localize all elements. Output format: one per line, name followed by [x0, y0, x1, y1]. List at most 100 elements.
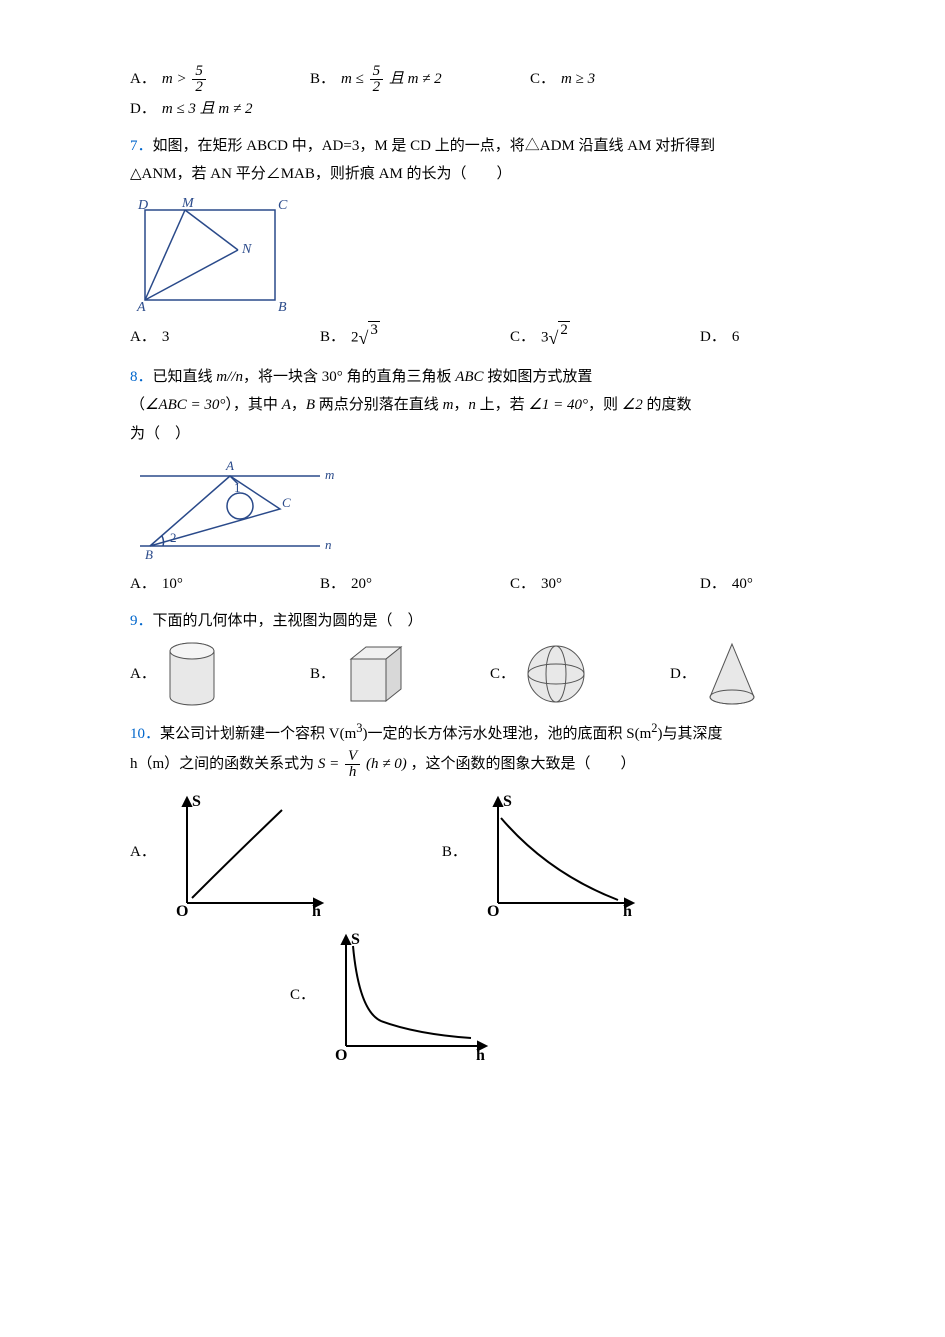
- formula: S = Vh (h ≠ 0): [318, 756, 411, 772]
- question-number: 7．: [130, 138, 153, 154]
- svg-text:O: O: [487, 903, 499, 918]
- svg-text:O: O: [335, 1047, 347, 1064]
- q7-stem: 7．如图，在矩形 ABCD 中，AD=3，M 是 CD 上的一点，将△ADM 沿…: [130, 132, 835, 161]
- svg-text:C: C: [282, 495, 291, 510]
- math-expr: m ≤ 3: [162, 95, 196, 124]
- svg-text:B: B: [278, 300, 287, 315]
- option-letter: C．: [510, 323, 535, 352]
- q8-stem-line3: 为（ ）: [130, 420, 835, 449]
- option-letter: B．: [310, 660, 335, 689]
- svg-text:n: n: [325, 537, 332, 552]
- option-letter: C．: [490, 660, 515, 689]
- math-expr: m ≤ 52: [341, 64, 385, 95]
- q10-graphs-row2: C． S h O: [290, 926, 835, 1066]
- graph-linear-icon: S h O: [162, 788, 332, 918]
- sphere-icon: [521, 639, 591, 709]
- svg-text:B: B: [145, 547, 153, 562]
- option-letter: D．: [130, 95, 156, 124]
- svg-text:h: h: [476, 1047, 485, 1064]
- svg-text:D: D: [137, 198, 148, 213]
- svg-text:2: 2: [170, 530, 177, 545]
- option-value: 40°: [732, 570, 753, 599]
- svg-text:h: h: [312, 903, 321, 918]
- q8-option-c[interactable]: C． 30°: [510, 570, 680, 599]
- q6-option-c[interactable]: C． m ≥ 3: [530, 65, 680, 94]
- q6-option-b[interactable]: B． m ≤ 52 且 m ≠ 2: [310, 64, 510, 95]
- extra-cond: 且 m ≠ 2: [196, 95, 253, 124]
- option-letter: A．: [130, 838, 156, 867]
- option-letter: B．: [320, 570, 345, 599]
- q9-options: A． B． C． D．: [130, 639, 835, 709]
- svg-text:h: h: [623, 903, 632, 918]
- svg-text:N: N: [241, 242, 252, 257]
- q10-stem-line1: 10．某公司计划新建一个容积 V(m3)一定的长方体污水处理池，池的底面积 S(…: [130, 717, 835, 749]
- svg-text:S: S: [351, 931, 360, 948]
- graph-hyperbola-icon: S h O: [321, 926, 501, 1066]
- math-expr: m ≥ 3: [561, 65, 595, 94]
- q10-option-b[interactable]: B． S h O: [442, 788, 643, 918]
- q8-options: A． 10° B． 20° C． 30° D． 40°: [130, 570, 835, 599]
- q7-option-d[interactable]: D． 6: [700, 323, 739, 352]
- q9-option-a[interactable]: A．: [130, 639, 290, 709]
- option-letter: C．: [290, 981, 315, 1010]
- q8-option-d[interactable]: D． 40°: [700, 570, 753, 599]
- option-letter: C．: [510, 570, 535, 599]
- option-value: 10°: [162, 570, 183, 599]
- option-letter: B．: [442, 838, 467, 867]
- q9-option-b[interactable]: B．: [310, 639, 470, 709]
- option-letter: A．: [130, 660, 156, 689]
- question-number: 8．: [130, 369, 153, 385]
- graph-decreasing-icon: S h O: [473, 788, 643, 918]
- q7-option-a[interactable]: A． 3: [130, 323, 300, 352]
- q7-figure: D M C A B N: [130, 195, 835, 315]
- svg-text:S: S: [503, 793, 512, 810]
- svg-text:S: S: [192, 793, 201, 810]
- q8-option-b[interactable]: B． 20°: [320, 570, 490, 599]
- option-value: 30°: [541, 570, 562, 599]
- option-value: 3: [162, 323, 170, 352]
- svg-text:1: 1: [234, 480, 241, 495]
- option-letter: C．: [530, 65, 555, 94]
- option-value: 2√3: [351, 321, 380, 355]
- q7-stem-line2: △ANM，若 AN 平分∠MAB，则折痕 AM 的长为（ ）: [130, 160, 835, 189]
- q10-stem-line2: h（m）之间的函数关系式为 S = Vh (h ≠ 0) ，这个函数的图象大致是…: [130, 749, 835, 780]
- option-value: 3√2: [541, 321, 570, 355]
- q9-option-d[interactable]: D．: [670, 639, 762, 709]
- option-letter: A．: [130, 65, 156, 94]
- q9-stem: 9．下面的几何体中，主视图为圆的是（ ）: [130, 607, 835, 636]
- q8-option-a[interactable]: A． 10°: [130, 570, 300, 599]
- cube-icon: [341, 639, 411, 709]
- option-letter: B．: [320, 323, 345, 352]
- q8-stem-line2: （∠ABC = 30°），其中 A，B 两点分别落在直线 m，n 上，若 ∠1 …: [130, 391, 835, 420]
- stem-text: 如图，在矩形 ABCD 中，AD=3，M 是 CD 上的一点，将△ADM 沿直线…: [153, 138, 716, 154]
- svg-text:O: O: [176, 903, 188, 918]
- q6-option-a[interactable]: A． m > 52: [130, 64, 290, 95]
- q10-option-a[interactable]: A． S h O: [130, 788, 332, 918]
- q7-option-b[interactable]: B． 2√3: [320, 321, 490, 355]
- q6-option-d[interactable]: D． m ≤ 3 且 m ≠ 2: [130, 95, 253, 124]
- option-letter: A．: [130, 323, 156, 352]
- svg-text:C: C: [278, 198, 288, 213]
- q7-options: A． 3 B． 2√3 C． 3√2 D． 6: [130, 321, 835, 355]
- q10-option-c[interactable]: C． S h O: [290, 926, 501, 1066]
- option-letter: D．: [700, 570, 726, 599]
- q10-graphs-row1: A． S h O B．: [130, 788, 835, 918]
- svg-text:M: M: [181, 196, 195, 211]
- question-number: 10．: [130, 726, 160, 742]
- option-value: 6: [732, 323, 740, 352]
- option-letter: A．: [130, 570, 156, 599]
- option-letter: B．: [310, 65, 335, 94]
- q6-options: A． m > 52 B． m ≤ 52 且 m ≠ 2 C． m ≥ 3 D． …: [130, 64, 835, 124]
- question-number: 9．: [130, 613, 153, 629]
- cylinder-icon: [162, 639, 222, 709]
- cone-icon: [702, 639, 762, 709]
- option-value: 20°: [351, 570, 372, 599]
- svg-text:A: A: [136, 300, 146, 315]
- svg-text:A: A: [225, 458, 234, 473]
- q7-option-c[interactable]: C． 3√2: [510, 321, 680, 355]
- q9-option-c[interactable]: C．: [490, 639, 650, 709]
- q8-figure: A B C m n 1 2: [130, 454, 835, 564]
- option-letter: D．: [700, 323, 726, 352]
- svg-text:m: m: [325, 467, 334, 482]
- q8-stem-line1: 8．已知直线 m//n，将一块含 30° 角的直角三角板 ABC 按如图方式放置: [130, 363, 835, 392]
